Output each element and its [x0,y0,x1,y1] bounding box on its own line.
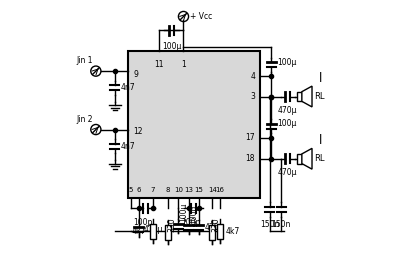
Text: Jin 2: Jin 2 [77,115,93,124]
Text: 330: 330 [168,218,177,232]
Text: 100μ: 100μ [162,42,181,51]
Text: 100μ: 100μ [180,203,188,222]
Polygon shape [302,148,312,169]
Text: 13: 13 [184,186,193,193]
Text: 470μ: 470μ [144,225,164,234]
Text: 100p: 100p [134,218,153,227]
Text: 1: 1 [181,60,186,69]
Text: 17: 17 [246,133,255,142]
Text: 100p: 100p [182,218,201,227]
Text: 8: 8 [166,186,170,193]
Text: 4k7: 4k7 [131,227,145,236]
Bar [166,225,171,240]
Text: 470μ: 470μ [278,106,297,115]
Text: Jin 1: Jin 1 [77,56,93,66]
Text: 3: 3 [250,92,255,101]
Bar [217,224,223,239]
Text: 18: 18 [246,154,255,163]
Text: l: l [319,72,322,85]
Text: 5: 5 [129,186,133,193]
Text: 14: 14 [208,186,217,193]
Text: 4n7: 4n7 [120,141,135,151]
Text: l: l [319,134,322,148]
Text: RL: RL [314,92,324,101]
Text: 12: 12 [133,127,143,136]
Text: 7: 7 [151,186,155,193]
Text: 11: 11 [155,60,164,69]
Polygon shape [302,86,312,107]
Text: RL: RL [314,154,324,163]
Text: 100μ: 100μ [277,58,296,67]
Bar [128,51,260,198]
Bar [150,224,156,239]
Text: 100μ: 100μ [277,119,296,128]
Text: 9: 9 [133,70,138,80]
Text: 100μ: 100μ [190,204,199,224]
Text: 4k7: 4k7 [226,227,240,236]
Text: 470μ: 470μ [204,223,224,232]
Text: 4: 4 [250,72,255,81]
Bar [297,92,302,101]
Text: 150n: 150n [260,220,280,229]
Text: 330: 330 [212,218,221,232]
Text: 470μ: 470μ [278,168,297,177]
Text: 4n7: 4n7 [120,83,135,92]
Text: 6: 6 [136,186,141,193]
Text: 10: 10 [174,186,183,193]
Text: 150n: 150n [272,220,291,229]
Text: 16: 16 [215,186,224,193]
Text: + Vcc: + Vcc [190,12,212,21]
Bar [297,154,302,164]
Bar [209,225,215,240]
Text: 15: 15 [194,186,203,193]
